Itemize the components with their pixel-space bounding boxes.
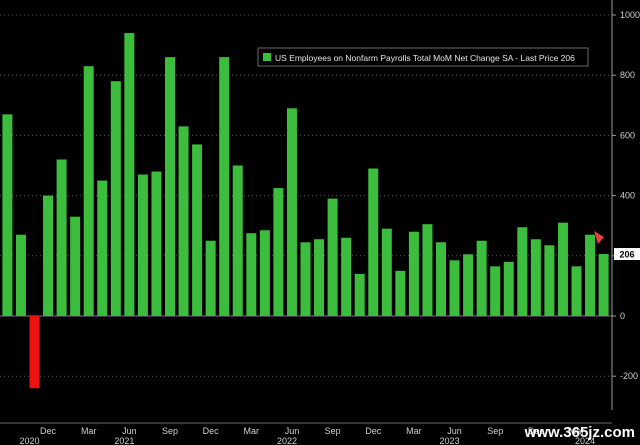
bar bbox=[557, 222, 568, 316]
x-month-label: Dec bbox=[365, 426, 382, 436]
bar bbox=[408, 231, 419, 316]
x-month-label: Dec bbox=[203, 426, 220, 436]
x-month-label: Dec bbox=[528, 426, 545, 436]
bar bbox=[314, 239, 325, 316]
bar bbox=[15, 234, 26, 316]
x-year-label: 2020 bbox=[20, 436, 40, 445]
last-price-box bbox=[614, 247, 640, 260]
x-month-label: Sep bbox=[162, 426, 178, 436]
bar bbox=[517, 227, 528, 316]
bar bbox=[503, 261, 514, 316]
bar bbox=[219, 57, 230, 316]
bar bbox=[476, 240, 487, 316]
x-month-label: Mar bbox=[569, 426, 585, 436]
bar bbox=[232, 165, 243, 316]
x-month-label: Sep bbox=[325, 426, 341, 436]
y-tick-label: 1000 bbox=[620, 10, 640, 20]
bar bbox=[273, 188, 284, 316]
bar bbox=[205, 240, 216, 316]
x-month-label: Dec bbox=[40, 426, 57, 436]
x-tick-labels: Dec Mar Jun Sep Dec Mar Jun Sep Dec Mar Jun Sep Dec M… bbox=[0, 422, 612, 445]
bar-last bbox=[598, 253, 609, 316]
bar bbox=[110, 81, 121, 316]
bar bbox=[422, 224, 433, 316]
bar bbox=[463, 254, 474, 316]
x-month-label: Jun bbox=[447, 426, 462, 436]
bar bbox=[354, 273, 365, 316]
last-price-marker: 206 bbox=[594, 231, 640, 260]
bar bbox=[83, 66, 94, 316]
x-year-label: 2023 bbox=[440, 436, 460, 445]
bar bbox=[381, 228, 392, 316]
bar bbox=[286, 108, 297, 316]
x-month-label: Mar bbox=[406, 426, 422, 436]
bar bbox=[192, 144, 203, 316]
y-tick-label: -200 bbox=[620, 371, 638, 381]
bar bbox=[97, 180, 108, 316]
bar bbox=[571, 266, 582, 316]
bar bbox=[449, 260, 460, 316]
bar bbox=[436, 242, 446, 316]
bar bbox=[178, 126, 189, 317]
y-tick-label: 0 bbox=[620, 311, 625, 321]
bars-group bbox=[2, 33, 609, 389]
bar bbox=[395, 270, 406, 316]
legend: US Employees on Nonfarm Payrolls Total M… bbox=[257, 47, 589, 67]
bar bbox=[530, 239, 541, 316]
bar bbox=[490, 266, 501, 316]
bar bbox=[124, 33, 135, 317]
legend-box bbox=[257, 47, 589, 67]
bar bbox=[300, 242, 311, 316]
x-year-label: 2022 bbox=[277, 436, 297, 445]
legend-swatch bbox=[263, 53, 271, 61]
bar bbox=[246, 233, 257, 316]
bar bbox=[2, 114, 13, 316]
last-price-label: 206 bbox=[619, 249, 634, 259]
watermark: www.365jz.com bbox=[524, 424, 635, 441]
y-tick-label: 800 bbox=[620, 70, 635, 80]
bar bbox=[368, 168, 379, 316]
x-month-label: Jun bbox=[285, 426, 300, 436]
bar bbox=[585, 234, 596, 316]
bar bbox=[341, 237, 352, 316]
x-month-label: Sep bbox=[487, 426, 503, 436]
red-arrow-icon bbox=[594, 231, 604, 244]
x-month-label: Mar bbox=[244, 426, 260, 436]
bar bbox=[259, 230, 270, 316]
bar bbox=[56, 159, 67, 316]
y-tick-label: 400 bbox=[620, 191, 635, 201]
bar bbox=[544, 245, 555, 316]
bar bbox=[29, 316, 40, 389]
x-month-label: Mar bbox=[81, 426, 97, 436]
bar bbox=[165, 57, 175, 316]
x-year-label: 2021 bbox=[114, 436, 134, 445]
bar bbox=[70, 216, 81, 316]
x-year-label: 2024 bbox=[575, 436, 595, 445]
legend-label: US Employees on Nonfarm Payrolls Total M… bbox=[275, 53, 575, 63]
y-tick-labels: -20002004006008001000 bbox=[612, 10, 640, 381]
bar bbox=[43, 195, 54, 316]
bar bbox=[151, 171, 162, 316]
y-tick-label: 600 bbox=[620, 130, 635, 140]
bar bbox=[137, 174, 148, 316]
x-month-label: Jun bbox=[122, 426, 137, 436]
bar bbox=[327, 198, 338, 316]
